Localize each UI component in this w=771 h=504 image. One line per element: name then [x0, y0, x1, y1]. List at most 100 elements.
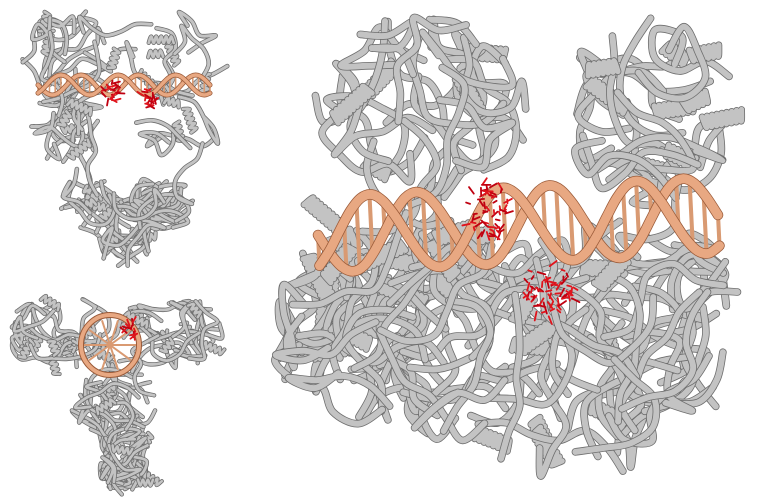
ribbon: [106, 427, 141, 452]
dna-backbone: [36, 73, 212, 97]
ligand-bond: [471, 214, 475, 223]
ribbon: [272, 319, 379, 364]
base-pair: [434, 204, 442, 269]
base-pair: [487, 193, 496, 265]
ligand-bond: [465, 201, 471, 205]
ribbon: [699, 106, 745, 131]
ligand-bond: [544, 277, 550, 283]
ligand-bond: [480, 229, 486, 238]
ligand-bond: [523, 277, 529, 284]
ligand-bond: [121, 326, 128, 334]
ribbon: [122, 311, 149, 329]
ribbon: [12, 309, 55, 340]
dna-end-view: [78, 312, 142, 378]
ligand-bond: [560, 268, 566, 272]
ligand-bond: [474, 221, 484, 228]
dna-backbone: [36, 73, 212, 97]
ribbon: [300, 253, 337, 307]
ribbon: [187, 299, 219, 362]
ligand-bond: [489, 191, 497, 196]
base-pair: [621, 186, 629, 258]
ligand-bond: [144, 93, 154, 101]
ribbon: [33, 111, 93, 149]
base-pair: [354, 200, 362, 272]
ribbon: [440, 297, 494, 434]
ligand-bond: [494, 226, 501, 230]
ligand-bond: [499, 187, 503, 194]
ribbon: [289, 210, 410, 308]
ribbon: [95, 398, 117, 415]
ribbon: [134, 118, 192, 150]
ribbon: [679, 88, 711, 114]
ribbon: [73, 382, 140, 410]
ligand-bond: [483, 201, 486, 210]
ribbon: [278, 281, 307, 371]
ligand-bond: [473, 216, 481, 221]
ligand-bond: [544, 306, 548, 315]
ligand-bond: [491, 210, 499, 218]
ligand-bond: [539, 297, 545, 306]
ribbon: [635, 23, 709, 102]
ligand-bond: [561, 294, 567, 299]
ligand-bond: [548, 280, 557, 284]
ligand-bond: [100, 91, 107, 98]
ligand-bond: [565, 272, 569, 278]
base-pair: [101, 344, 111, 371]
ligand-bond: [545, 289, 553, 293]
ligand-bond: [109, 92, 117, 101]
base-pair: [500, 185, 508, 250]
ribbon: [552, 278, 681, 374]
ribbon: [614, 89, 697, 174]
ligand-bond: [570, 297, 581, 304]
ligand-bond: [476, 231, 483, 240]
base-pair: [109, 344, 132, 362]
ribbon: [572, 356, 660, 455]
base-pair: [568, 198, 576, 263]
ribbon: [536, 347, 570, 480]
ribbon: [199, 339, 226, 356]
ribbon: [106, 47, 121, 70]
dna-backbone: [315, 176, 724, 272]
base-pair: [109, 344, 119, 371]
ligand-bond: [133, 327, 137, 333]
ligand-bond: [547, 293, 554, 302]
ribbon: [450, 43, 509, 174]
ribbon: [618, 303, 709, 440]
ribbon: [39, 294, 61, 312]
ribbon: [138, 126, 176, 157]
ribbon: [62, 297, 97, 355]
ligand-bond: [536, 271, 547, 276]
ligand-bond: [564, 293, 568, 299]
ligand-bond: [144, 87, 152, 93]
ribbon: [285, 370, 393, 410]
ribbon: [43, 15, 76, 56]
ribbon: [130, 334, 160, 397]
ligand-bond: [557, 300, 567, 307]
ribbon: [377, 242, 495, 345]
base-pair: [88, 328, 111, 346]
ligand-bond: [556, 297, 560, 306]
ligand-bond: [556, 304, 562, 311]
ligand-bond: [121, 325, 132, 330]
ligand-bond: [556, 308, 562, 314]
ribbon: [285, 315, 429, 363]
base-pair: [101, 319, 111, 346]
ligand-bond: [546, 279, 550, 289]
ligand-bond: [497, 223, 505, 233]
ribbon: [41, 40, 101, 104]
base-pair: [88, 344, 111, 362]
ligand-bond: [494, 234, 501, 241]
ribbon: [101, 455, 117, 484]
ligand-bond: [488, 182, 498, 189]
ribbon: [375, 293, 427, 423]
ligand-bond: [112, 86, 118, 91]
ribbon: [29, 335, 43, 352]
top-left-view: [20, 9, 230, 268]
ligand-bond: [154, 97, 158, 102]
ribbon: [159, 337, 175, 354]
ligand-bond: [114, 83, 121, 89]
ligand-bond: [129, 334, 137, 340]
ligand-bond: [468, 186, 475, 195]
ligand-bond: [472, 226, 476, 231]
ligand-bond: [499, 228, 505, 233]
